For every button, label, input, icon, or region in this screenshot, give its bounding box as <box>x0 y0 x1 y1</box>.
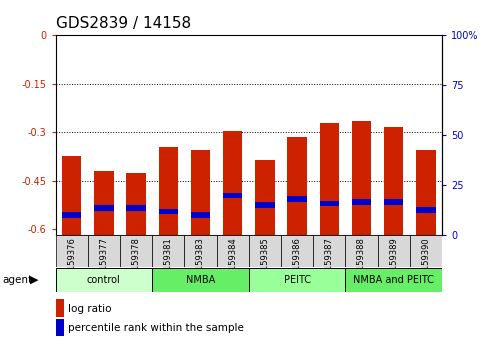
Bar <box>152 268 249 292</box>
Bar <box>416 150 436 235</box>
Bar <box>216 235 249 267</box>
Bar <box>62 212 81 218</box>
Text: GDS2839 / 14158: GDS2839 / 14158 <box>56 16 191 31</box>
Bar <box>56 268 152 292</box>
Text: GSM159388: GSM159388 <box>357 237 366 288</box>
Text: agent: agent <box>2 275 32 285</box>
Text: log ratio: log ratio <box>68 304 111 314</box>
Text: control: control <box>87 275 121 285</box>
Bar <box>378 235 410 267</box>
Bar <box>345 235 378 267</box>
Bar <box>94 205 114 211</box>
Text: GSM159383: GSM159383 <box>196 237 205 288</box>
Bar <box>62 156 81 235</box>
Bar <box>313 235 345 267</box>
Bar <box>320 201 339 206</box>
Bar <box>120 235 152 267</box>
Bar <box>410 235 442 267</box>
Text: GSM159387: GSM159387 <box>325 237 334 288</box>
Text: GSM159377: GSM159377 <box>99 237 108 288</box>
Text: percentile rank within the sample: percentile rank within the sample <box>68 323 243 333</box>
Bar <box>255 160 274 235</box>
Bar <box>223 131 242 235</box>
Bar <box>88 235 120 267</box>
Text: GSM159385: GSM159385 <box>260 237 270 288</box>
Bar <box>287 137 307 235</box>
Text: GSM159381: GSM159381 <box>164 237 173 288</box>
Bar <box>249 235 281 267</box>
Bar <box>416 207 436 213</box>
Bar <box>384 127 403 235</box>
Text: GSM159386: GSM159386 <box>293 237 301 288</box>
Bar <box>249 268 345 292</box>
Bar <box>287 196 307 201</box>
Text: GSM159378: GSM159378 <box>131 237 141 288</box>
Text: PEITC: PEITC <box>284 275 311 285</box>
Text: NMBA and PEITC: NMBA and PEITC <box>353 275 434 285</box>
Text: NMBA: NMBA <box>186 275 215 285</box>
Bar <box>255 202 274 208</box>
Bar <box>158 209 178 215</box>
Bar <box>127 172 146 235</box>
Bar <box>345 268 442 292</box>
Text: GSM159389: GSM159389 <box>389 237 398 288</box>
Bar <box>281 235 313 267</box>
Bar <box>191 212 210 218</box>
Bar <box>352 121 371 235</box>
Bar <box>320 122 339 235</box>
Bar <box>185 235 216 267</box>
Text: GSM159376: GSM159376 <box>67 237 76 288</box>
Text: GSM159384: GSM159384 <box>228 237 237 288</box>
Bar <box>94 171 114 235</box>
Bar <box>223 193 242 198</box>
Bar <box>158 147 178 235</box>
Bar <box>56 235 88 267</box>
Bar <box>191 150 210 235</box>
Bar <box>127 205 146 211</box>
Bar <box>352 199 371 205</box>
Bar <box>384 199 403 205</box>
Text: GSM159390: GSM159390 <box>421 237 430 288</box>
Text: ▶: ▶ <box>30 275 39 285</box>
Bar <box>152 235 185 267</box>
